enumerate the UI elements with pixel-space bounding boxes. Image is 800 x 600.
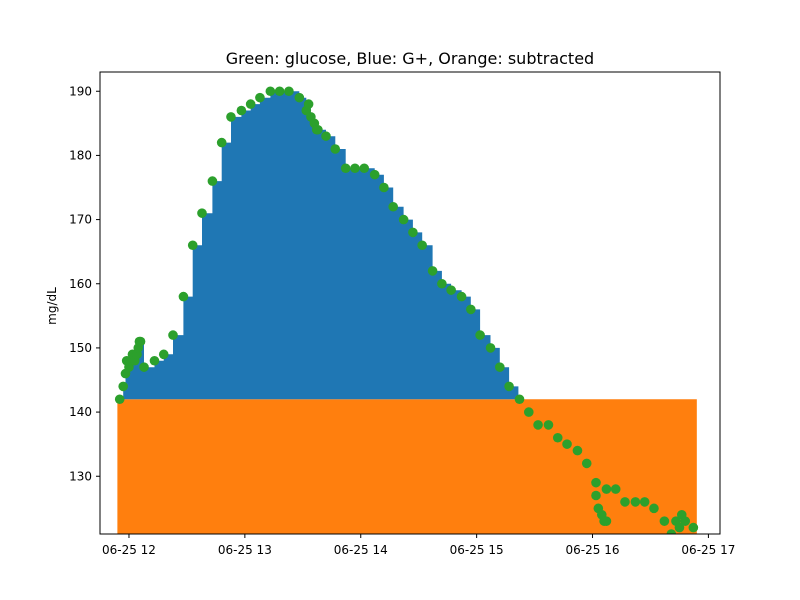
axes-frame — [99, 71, 721, 535]
glucose-point — [581, 458, 592, 469]
x-tick-label: 06-25 17 — [681, 543, 735, 557]
glucose-point — [388, 201, 398, 212]
glucose-point — [226, 112, 236, 122]
glucose-point — [591, 477, 601, 488]
glucose-point — [456, 291, 467, 302]
x-tick-label: 06-25 13 — [218, 543, 272, 557]
glucose-point — [321, 131, 331, 141]
subtracted-area — [117, 399, 697, 534]
x-tick-label: 06-25 14 — [334, 543, 388, 557]
glucose-point — [572, 445, 583, 456]
glucose-point — [427, 266, 438, 276]
glucose-point — [178, 291, 189, 302]
g-plus-area — [123, 91, 519, 400]
glucose-point — [330, 144, 341, 154]
glucose-point — [379, 182, 389, 193]
y-axis-label: mg/dL — [45, 287, 59, 325]
x-tick-label: 06-25 12 — [102, 543, 156, 557]
x-tick-label: 06-25 16 — [566, 543, 620, 557]
glucose-point — [620, 497, 630, 507]
glucose-point — [591, 490, 601, 501]
x-tick-label: 06-25 15 — [450, 543, 504, 557]
glucose-point — [601, 516, 612, 526]
glucose-point — [398, 214, 409, 225]
glucose-point — [294, 92, 305, 103]
glucose-point — [630, 497, 641, 507]
glucose-point — [408, 227, 418, 238]
y-tick-label: 160 — [69, 277, 92, 291]
glucose-point — [649, 503, 659, 514]
glucose-point — [369, 169, 380, 180]
glucose-point — [495, 362, 505, 372]
glucose-point — [340, 163, 351, 174]
glucose-point — [688, 522, 699, 533]
glucose-point — [216, 137, 227, 148]
glucose-point — [118, 381, 128, 392]
glucose-point — [659, 516, 670, 526]
glucose-point — [674, 522, 685, 533]
y-tick-label: 140 — [69, 405, 92, 419]
glucose-point — [135, 336, 146, 347]
chart-title: Green: glucose, Blue: G+, Orange: subtra… — [226, 49, 594, 68]
glucose-point — [359, 163, 370, 174]
y-tick-label: 130 — [69, 469, 92, 483]
glucose-point — [197, 208, 207, 218]
glucose-point — [114, 394, 125, 405]
glucose-point — [514, 394, 525, 405]
glucose-point — [610, 484, 621, 494]
glucose-point — [245, 99, 256, 109]
glucose-point — [437, 278, 447, 289]
y-tick-label: 170 — [69, 213, 92, 227]
glucose-point — [543, 420, 554, 430]
glucose-point — [523, 407, 534, 417]
glucose-point — [504, 381, 514, 392]
glucose-point — [303, 99, 314, 109]
glucose-point — [601, 484, 612, 494]
glucose-point — [446, 285, 456, 295]
glucose-point — [533, 420, 543, 430]
glucose-point — [417, 240, 427, 251]
glucose-point — [552, 432, 563, 443]
glucose-point — [158, 349, 169, 360]
y-tick-label: 180 — [69, 148, 92, 162]
glucose-point — [207, 176, 218, 186]
glucose-point — [666, 529, 677, 534]
glucose-point — [149, 355, 160, 366]
glucose-point — [680, 516, 691, 526]
glucose-point — [284, 86, 294, 97]
plot-content — [114, 86, 699, 534]
y-tick-label: 150 — [69, 341, 92, 355]
glucose-point — [187, 240, 198, 251]
plot-area — [114, 86, 699, 534]
glucose-point — [265, 86, 276, 97]
glucose-point — [485, 343, 496, 353]
glucose-point — [274, 86, 285, 97]
glucose-point — [475, 330, 485, 340]
glucose-point — [168, 330, 178, 340]
glucose-point — [466, 304, 476, 315]
glucose-point — [350, 163, 360, 174]
glucose-point — [313, 124, 323, 135]
y-tick-label: 190 — [69, 84, 92, 98]
glucose-point — [562, 439, 572, 449]
glucose-point — [236, 105, 247, 116]
axes: 06-25 12 06-25 13 06-25 14 06-25 15 06-25 16… — [69, 71, 735, 557]
glucose-point — [139, 362, 149, 372]
glucose-point — [639, 497, 650, 507]
glucose-point — [255, 92, 265, 103]
